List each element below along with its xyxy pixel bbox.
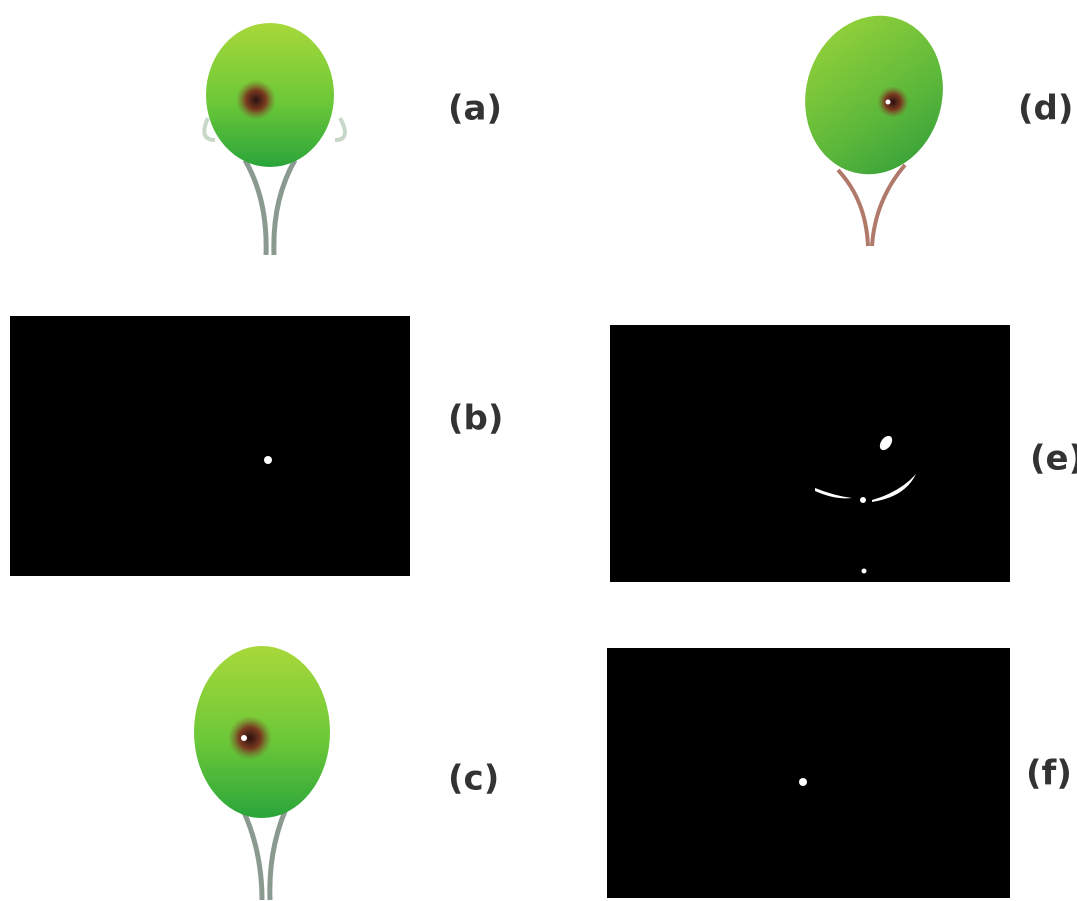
fruit-photo-a bbox=[204, 23, 345, 255]
mask-b bbox=[10, 316, 410, 576]
mask-f bbox=[607, 648, 1010, 898]
panel-label: (c) bbox=[448, 759, 499, 799]
panel-label: (a) bbox=[448, 89, 502, 129]
panel-label: (e) bbox=[1030, 439, 1077, 479]
figure: (a) (b) (c) (d) (e) (f) bbox=[0, 0, 1077, 901]
panel-label: (f) bbox=[1026, 754, 1072, 794]
fruit-photo-d bbox=[788, 0, 961, 246]
mask-e bbox=[610, 325, 1010, 582]
fruit-photo-c bbox=[194, 646, 330, 900]
panel-label: (b) bbox=[448, 399, 503, 439]
panel-label: (d) bbox=[1018, 89, 1073, 129]
